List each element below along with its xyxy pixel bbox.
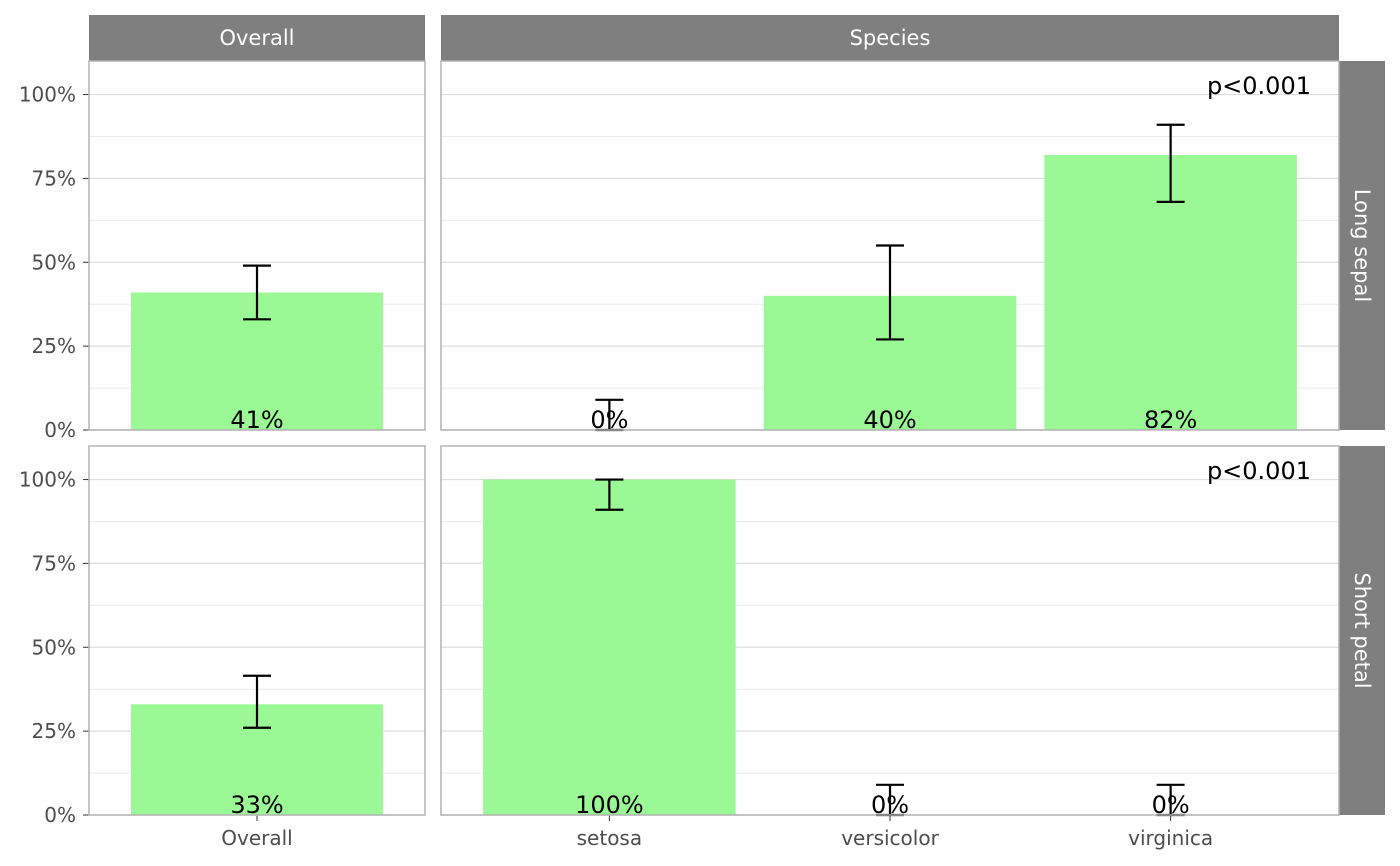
column-strip-label: Overall (219, 26, 294, 50)
panel-1-1: 100% 0% 0%p<0.001 (440, 445, 1340, 819)
row-strip (1339, 446, 1385, 815)
panel-border (88, 445, 426, 816)
panel-border (440, 445, 1340, 816)
y-tick-label: 0% (44, 418, 76, 442)
bar (483, 479, 736, 815)
panel-border (440, 60, 1340, 431)
column-strip (441, 15, 1339, 61)
y-tick-label: 25% (32, 719, 76, 743)
column-strip (89, 15, 425, 61)
y-tick-label: 0% (44, 803, 76, 827)
row-strip-label: Long sepal (1350, 189, 1374, 302)
panel-1-0: 33% (88, 445, 426, 819)
x-tick-label: Overall (221, 826, 292, 850)
panel-0-0: 41% (88, 60, 426, 434)
y-tick-label: 100% (19, 83, 76, 107)
y-tick-label: 75% (32, 166, 76, 190)
column-strip-label: Species (850, 26, 931, 50)
y-tick-label: 100% (19, 468, 76, 492)
row-strip (1339, 61, 1385, 430)
panel-border (88, 60, 426, 431)
p-value-label: p<0.001 (1207, 72, 1311, 100)
panel-0-1: 0% 40% 82%p<0.001 (440, 60, 1340, 434)
y-tick-label: 50% (32, 250, 76, 274)
x-tick-label: versicolor (841, 826, 939, 850)
y-tick-label: 50% (32, 635, 76, 659)
x-tick-label: virginica (1128, 826, 1213, 850)
row-strip-label: Short petal (1350, 572, 1374, 688)
x-tick-label: setosa (577, 826, 642, 850)
p-value-label: p<0.001 (1207, 457, 1311, 485)
y-tick-label: 25% (32, 334, 76, 358)
y-tick-label: 75% (32, 551, 76, 575)
